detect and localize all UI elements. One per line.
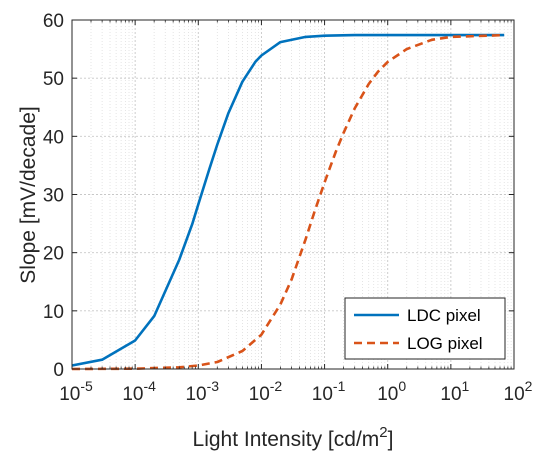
legend-label-ldc-pixel: LDC pixel	[407, 306, 481, 325]
x-tick-labels: 10-5 10-4 10-3 10-2 10-1 100 101 102	[59, 378, 532, 405]
y-axis-title: Slope [mV/decade]	[17, 106, 40, 283]
y-tick-label: 40	[43, 127, 64, 148]
x-axis-title: Light Intensity [cd/m2]	[193, 424, 394, 451]
y-tick-label: 0	[53, 360, 64, 381]
y-tick-label: 50	[43, 69, 64, 90]
legend: LDC pixel LOG pixel	[344, 297, 506, 360]
x-tick-label: 10-2	[249, 378, 283, 405]
legend-label-log-pixel: LOG pixel	[407, 334, 483, 353]
series-line-log-pixel	[71, 33, 505, 371]
y-tick-label: 20	[43, 244, 64, 265]
x-tick-label: 10-4	[122, 378, 156, 405]
x-tick-label: 10-5	[59, 378, 93, 405]
x-tick-label: 102	[504, 378, 533, 405]
series-line-ldc-pixel	[71, 33, 505, 367]
y-tick-label: 10	[43, 302, 64, 323]
legend-box	[344, 297, 506, 360]
y-tick-label: 60	[43, 11, 64, 32]
tick-marks	[71, 19, 515, 370]
y-tick-label: 30	[43, 186, 64, 207]
x-tick-label: 101	[440, 378, 469, 405]
y-tick-labels: 0 10 20 30 40 50 60	[43, 11, 64, 381]
series-lines	[71, 33, 505, 371]
x-axis-title-superscript: 2	[379, 424, 387, 441]
x-tick-label: 10-1	[312, 378, 346, 405]
x-tick-label: 10-3	[185, 378, 219, 405]
x-tick-label: 100	[377, 378, 406, 405]
